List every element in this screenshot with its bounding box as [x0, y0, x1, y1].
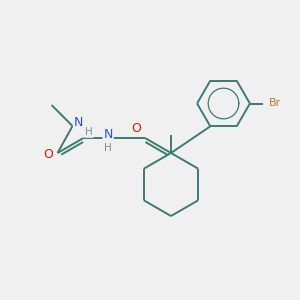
Text: N: N — [103, 128, 113, 141]
Text: O: O — [132, 122, 142, 135]
Text: O: O — [43, 148, 53, 161]
Text: H: H — [85, 127, 93, 137]
Text: N: N — [74, 116, 83, 130]
Text: H: H — [104, 142, 112, 153]
Text: Br: Br — [268, 98, 280, 109]
